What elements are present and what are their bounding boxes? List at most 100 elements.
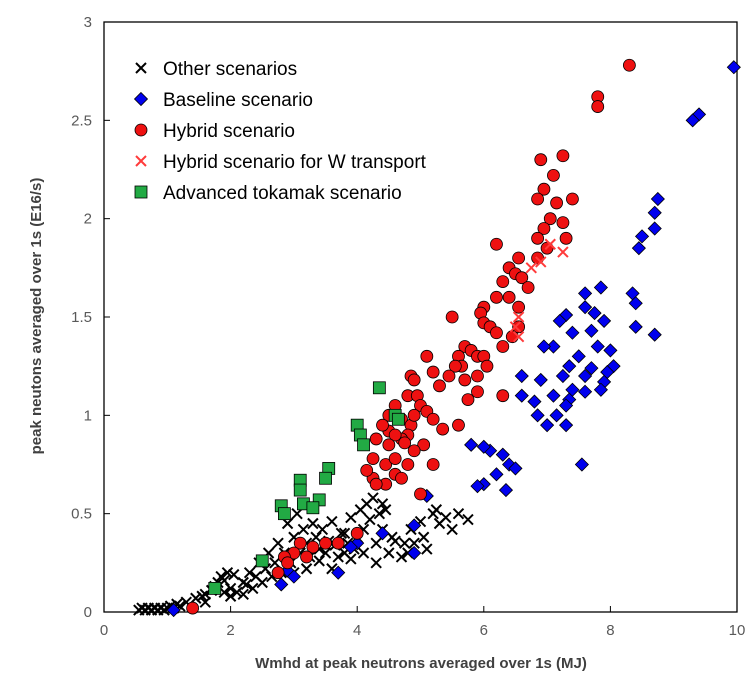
hybrid-scenario-point [534,153,548,167]
hybrid-scenario-point [461,393,475,407]
other-scenarios-point [446,523,458,536]
other-scenarios-point [256,576,268,589]
hybrid-scenario-point [436,422,450,436]
baseline-scenario-point [407,545,422,561]
x-tick-label: 2 [226,622,234,639]
other-scenarios-point [462,513,474,526]
baseline-scenario-point [578,286,593,301]
other-scenarios-point [335,527,348,540]
hybrid-scenario-point [490,290,503,304]
hybrid-scenario-point [407,373,421,387]
hybrid-scenario-point [369,432,383,446]
other-scenarios-point [389,535,401,547]
hybrid-scenario-point [458,373,472,387]
baseline-scenario-point [286,569,301,584]
hybrid-scenario-point [306,540,320,554]
hybrid-scenario-point [350,526,364,540]
other-scenarios-point [408,537,420,549]
hybrid-scenario-point [414,487,427,501]
x-axis-title: Wmhd at peak neutrons averaged over 1s (… [255,655,587,672]
baseline-scenario-point [470,479,485,494]
other-scenarios-point [231,586,243,599]
legend-item-hybrid-scenario: Hybrid scenario [134,121,295,142]
baseline-scenario-point [603,343,618,358]
hybrid-scenario-point [417,438,431,452]
hybrid-scenario-point [420,349,434,363]
legend-item-baseline-scenario: Baseline scenario [133,90,313,111]
other-scenarios-point [247,582,259,595]
legend-marker-hybrid-scenario-for-w-transport [135,155,147,167]
baseline-scenario-point [343,540,358,555]
baseline-scenario-point [498,483,514,498]
legend-label: Hybrid scenario [163,121,295,142]
hybrid-scenario-point [512,251,526,265]
hybrid-scenario-point [496,275,510,289]
hybrid-scenario-point [556,149,570,163]
legend: Other scenarios Baseline scenario Hybrid s… [133,59,427,204]
y-tick-label: 2.5 [71,112,92,129]
series-hybrid-scenario-for-w-transport [509,238,569,343]
legend-marker-other-scenarios [135,62,147,74]
hybrid-scenario-point [591,100,605,113]
hybrid-scenario-for-w-transport-point [544,238,556,250]
other-scenarios-point [430,504,443,516]
hybrid-scenario-point [398,436,412,450]
other-scenarios-point [326,515,338,528]
hybrid-scenario-point [543,212,557,226]
hybrid-scenario-point [281,556,294,570]
other-scenarios-point [370,557,382,569]
hybrid-scenario-point [388,452,402,466]
baseline-scenario-point [578,300,593,315]
hybrid-scenario-point [512,300,526,314]
series-baseline-scenario [166,60,741,618]
hybrid-scenario-point [556,216,570,230]
hybrid-scenario-point [480,359,494,373]
series-hybrid-scenario [186,58,636,615]
legend-item-hybrid-scenario-for-w-transport: Hybrid scenario for W transport [135,152,427,173]
advanced-tokamak-scenario-point [293,483,307,497]
baseline-scenario-point [650,191,665,207]
hybrid-scenario-point [186,601,200,615]
other-scenarios-point [367,492,379,504]
hybrid-scenario-point [490,237,503,251]
hybrid-scenario-point [426,365,440,379]
x-tick-label: 6 [480,622,488,639]
baseline-scenario-point [533,372,548,387]
other-scenarios-point [417,531,430,543]
other-scenarios-point [452,507,465,520]
baseline-scenario-point [634,229,650,244]
other-scenarios-point [383,547,395,559]
hybrid-scenario-point [531,231,545,245]
hybrid-scenario-point [622,58,636,72]
legend-marker-advanced-tokamak-scenario [134,185,148,199]
hybrid-scenario-point [388,428,402,442]
hybrid-scenario-point [566,192,579,206]
other-scenarios-point [379,504,392,516]
hybrid-scenario-point [382,438,396,452]
baseline-scenario-point [628,296,643,311]
hybrid-scenario-point [331,536,345,550]
baseline-scenario-point [587,306,602,321]
data-points [133,58,741,618]
baseline-scenario-point [274,577,289,592]
hybrid-scenario-point [360,463,374,477]
other-scenarios-point [345,553,357,565]
baseline-scenario-point [464,437,479,452]
other-scenarios-point [291,507,303,520]
baseline-scenario-point [590,339,605,354]
baseline-scenario-point [527,394,542,409]
baseline-scenario-point [476,439,491,454]
hybrid-scenario-point [452,418,465,432]
baseline-scenario-point [540,418,555,433]
other-scenarios-point [297,523,310,536]
baseline-scenario-point [647,205,662,220]
hybrid-scenario-point [319,536,332,550]
other-scenarios-point [300,563,313,575]
baseline-scenario-point [375,526,390,541]
baseline-scenario-point [565,325,580,340]
hybrid-scenario-point [547,168,560,182]
advanced-tokamak-scenario-point [208,582,222,595]
hybrid-scenario-point [366,452,380,466]
hybrid-scenario-point [471,369,484,383]
baseline-scenario-point [593,280,608,295]
